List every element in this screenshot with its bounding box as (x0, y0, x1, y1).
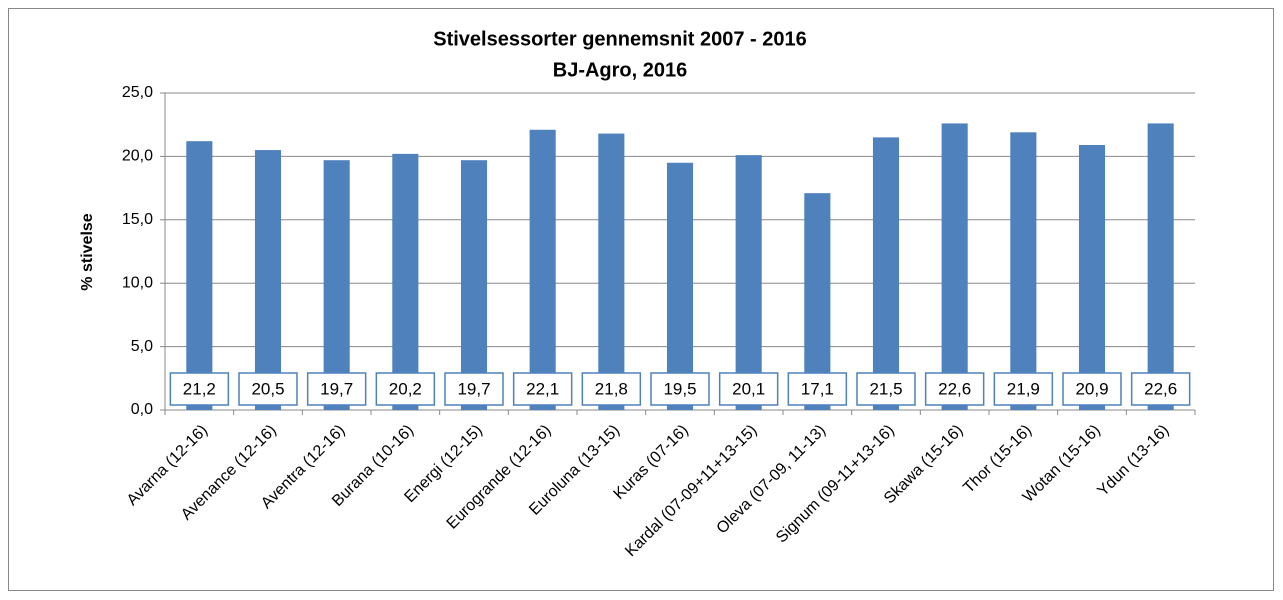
y-tick-label: 10,0 (122, 274, 153, 291)
value-label-box (1130, 372, 1191, 406)
value-label: 21,8 (595, 379, 628, 398)
value-label: 21,5 (869, 379, 902, 398)
value-label-box (375, 372, 436, 406)
value-label-box (581, 372, 642, 406)
bar (941, 123, 968, 410)
bar (254, 150, 282, 410)
bar (460, 160, 488, 410)
value-label: 21,2 (183, 379, 216, 398)
bar (666, 162, 694, 410)
bar (1078, 144, 1106, 410)
bar (1010, 132, 1037, 411)
value-label: 19,7 (457, 379, 490, 398)
chart-subtitle: BJ-Agro, 2016 (553, 59, 688, 81)
value-label: 17,1 (801, 379, 834, 398)
value-label: 22,6 (938, 379, 971, 398)
bar (1147, 123, 1174, 410)
value-label-box (993, 372, 1054, 406)
bar (529, 129, 556, 410)
value-label-box (924, 372, 985, 406)
value-label-box (718, 372, 779, 406)
value-label: 20,9 (1075, 379, 1108, 398)
value-label-box (1062, 372, 1122, 406)
value-label: 21,9 (1007, 379, 1040, 398)
value-label: 22,1 (526, 379, 559, 398)
bar (735, 155, 762, 410)
y-tick-label: 15,0 (122, 211, 153, 228)
value-label: 20,1 (732, 379, 765, 398)
bar (323, 160, 350, 410)
bar (872, 137, 900, 410)
value-label-box (512, 372, 573, 406)
y-axis-label: % stivelse (79, 213, 96, 290)
value-label-box (856, 372, 916, 406)
value-label: 20,5 (251, 379, 284, 398)
value-label: 20,2 (389, 379, 422, 398)
y-tick-label: 0,0 (131, 401, 153, 418)
value-label-box (238, 372, 298, 406)
value-label: 19,5 (663, 379, 696, 398)
value-label-box (306, 372, 367, 406)
y-tick-label: 25,0 (122, 84, 153, 101)
bar (392, 153, 419, 410)
chart-border (8, 8, 1274, 591)
y-tick-label: 5,0 (131, 338, 153, 355)
value-label-box (650, 372, 710, 406)
value-label: 22,6 (1144, 379, 1177, 398)
value-label-box (169, 372, 230, 406)
value-label-box (787, 372, 848, 406)
value-label: 19,7 (320, 379, 353, 398)
chart-title: Stivelsessorter gennemsnit 2007 - 2016 (433, 28, 807, 50)
value-label-box (444, 372, 504, 406)
bar (186, 141, 213, 410)
y-tick-label: 20,0 (122, 148, 153, 165)
bar (598, 133, 625, 411)
